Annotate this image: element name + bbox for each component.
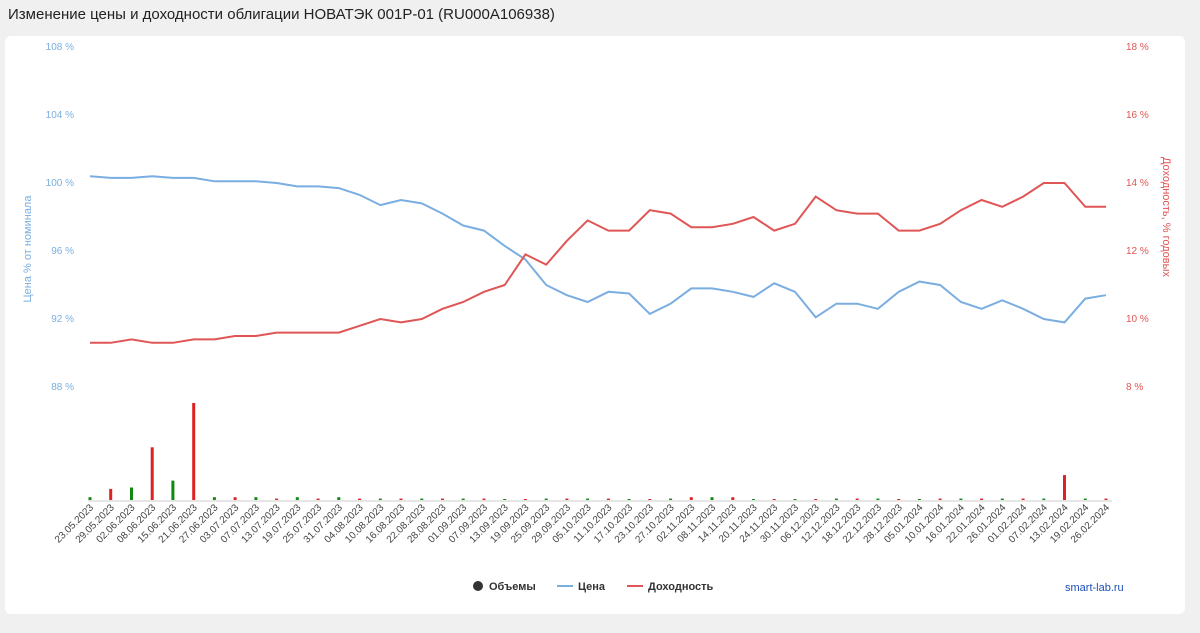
volume-bar	[814, 499, 818, 500]
volume-bar	[233, 497, 237, 500]
volume-bar	[130, 487, 133, 500]
volume-bar	[275, 498, 279, 500]
left-tick-label: 92 %	[51, 314, 74, 325]
volume-bar	[212, 497, 216, 500]
volume-bar	[358, 498, 362, 500]
left-axis-ticks: 108 % 104 % 100 % 96 % 92 % 88 %	[46, 42, 74, 393]
volume-bar	[938, 498, 942, 500]
volume-bar	[254, 497, 258, 500]
right-tick-label: 8 %	[1126, 382, 1143, 393]
legend-item-volume[interactable]: Объемы	[473, 581, 536, 593]
volume-bar	[378, 498, 382, 500]
left-tick-label: 88 %	[51, 382, 74, 393]
right-tick-label: 12 %	[1126, 246, 1149, 257]
volume-bar	[1000, 498, 1004, 500]
volume-bar	[150, 447, 154, 500]
volume-bar	[917, 499, 921, 500]
right-tick-label: 10 %	[1126, 314, 1149, 325]
volume-bar	[752, 499, 755, 500]
volume-bar	[503, 499, 507, 500]
volume-bar	[980, 498, 984, 500]
volume-bar	[1104, 498, 1108, 500]
right-axis-title: Доходность, % годовых	[1160, 157, 1172, 278]
volume-bar	[648, 499, 652, 500]
volume-bar	[192, 403, 196, 500]
volume-bar	[959, 498, 963, 500]
right-axis-ticks: 18 % 16 % 14 % 12 % 10 % 8 %	[1126, 42, 1149, 393]
chart-title: Изменение цены и доходности облигации НО…	[8, 6, 555, 23]
volume-bar	[731, 497, 735, 500]
volume-bar	[1083, 498, 1087, 500]
volume-bar	[420, 498, 424, 500]
right-tick-label: 14 %	[1126, 178, 1149, 189]
volume-bar	[855, 498, 859, 500]
right-tick-label: 18 %	[1126, 42, 1149, 53]
volume-bar	[710, 497, 714, 500]
volume-bar	[876, 498, 880, 500]
yield-series-line	[90, 182, 1106, 344]
credit-link[interactable]: smart-lab.ru	[1065, 582, 1124, 594]
volume-bar	[1042, 498, 1046, 500]
volume-bar	[1021, 498, 1025, 500]
volume-bar	[544, 498, 548, 500]
volume-bar	[606, 498, 610, 500]
volume-bar	[897, 499, 901, 500]
volume-bar	[834, 498, 838, 500]
volume-bar	[565, 498, 569, 500]
left-tick-label: 104 %	[46, 110, 74, 121]
left-tick-label: 96 %	[51, 246, 74, 257]
volume-bar	[793, 499, 797, 500]
legend-volume-marker	[473, 581, 483, 591]
volume-bar	[482, 498, 486, 500]
legend-yield-label: Доходность	[648, 581, 714, 593]
volume-bar	[88, 497, 92, 500]
volume-bar	[171, 480, 175, 500]
legend: Объемы Цена Доходность	[473, 581, 714, 593]
legend-item-price[interactable]: Цена	[557, 581, 606, 593]
left-axis-title: Цена % от номинала	[22, 195, 34, 303]
legend-volume-label: Объемы	[489, 581, 536, 593]
volume-bar	[295, 497, 299, 500]
left-tick-label: 100 %	[46, 178, 74, 189]
volume-bar	[669, 498, 673, 500]
x-axis-tick-labels: 23.05.202329.05.202302.06.202308.06.2023…	[53, 502, 1112, 545]
chart-card	[5, 36, 1185, 614]
volume-bar	[689, 497, 693, 500]
legend-item-yield[interactable]: Доходность	[627, 581, 714, 593]
volume-bar	[337, 497, 341, 500]
volume-bar	[1063, 475, 1066, 500]
volume-bar	[461, 498, 465, 500]
volume-bars	[88, 403, 1108, 500]
volume-bar	[772, 499, 776, 500]
volume-bar	[441, 498, 444, 500]
volume-bar	[523, 499, 527, 500]
volume-bar	[316, 498, 320, 500]
volume-bar	[109, 488, 113, 500]
left-tick-label: 108 %	[46, 42, 74, 53]
volume-bar	[586, 498, 590, 500]
price-series-line	[89, 175, 1107, 324]
right-tick-label: 16 %	[1126, 110, 1149, 121]
volume-bar	[399, 498, 403, 500]
volume-bar	[627, 499, 631, 500]
legend-price-label: Цена	[578, 581, 606, 593]
